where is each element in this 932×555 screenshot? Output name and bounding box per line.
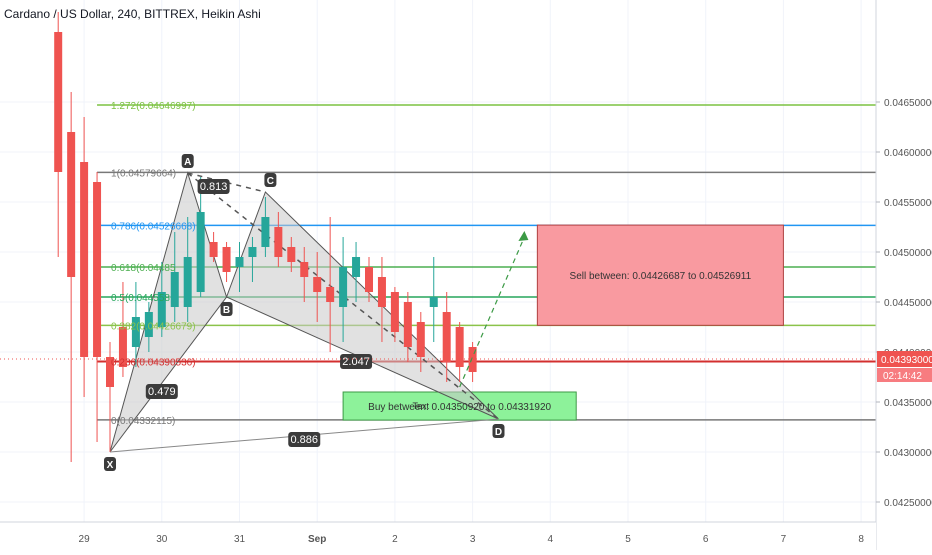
y-axis-tick-label: 0.04300000 (884, 448, 932, 459)
fib-label-fib_05: 0.5(0.044558 (111, 293, 170, 304)
x-axis-tick-label: 31 (234, 534, 246, 545)
pattern-point-label-B: B (223, 305, 230, 316)
pattern-point-badge (181, 154, 194, 168)
y-axis-tick-label: 0.04450000 (884, 298, 932, 309)
pattern-point-badge (220, 302, 233, 316)
candle-body (339, 267, 348, 307)
x-axis-tick-label: 7 (781, 534, 787, 545)
zone-sell (536, 224, 784, 326)
candle-body (170, 272, 179, 307)
candle-body (183, 257, 192, 307)
y-axis-tick-label: 0.04350000 (884, 398, 932, 409)
pattern-point-label-A: A (184, 157, 191, 168)
ratio-badge (288, 432, 321, 447)
candle-body (209, 242, 218, 257)
current-price-badge (877, 351, 932, 367)
countdown-label: 02:14:42 (883, 371, 922, 382)
candle-body (455, 327, 464, 367)
candle-body (377, 277, 386, 307)
candle-body (144, 312, 153, 337)
ratio-badge (340, 354, 373, 369)
ratio-label: 0.813 (200, 181, 228, 193)
y-axis-tick-label: 0.04650000 (884, 98, 932, 109)
fib-label-fib_0382: 0.382(0.04426679) (111, 321, 196, 332)
candle-body (442, 312, 451, 362)
candle-body (416, 322, 425, 357)
current-price-label: 0.04393000 (881, 355, 932, 366)
y-axis-panel (876, 0, 932, 550)
ratio-badge (197, 179, 230, 194)
candle-body (313, 277, 322, 292)
countdown-badge (877, 368, 932, 382)
ratio-label: 0.479 (148, 386, 176, 398)
pattern-point-badge (492, 424, 505, 438)
fib-label-fib_1272: 1.272(0.04646997) (111, 101, 196, 112)
x-axis-tick-label: Sep (308, 534, 326, 545)
candle-body (131, 317, 140, 347)
zone-label-buy: Buy between: 0.04350920 to 0.04331920 (368, 402, 551, 413)
pattern-point-badge (264, 173, 277, 187)
candle-body (326, 287, 335, 302)
y-axis-tick-label: 0.04550000 (884, 198, 932, 209)
candle-body (106, 357, 114, 387)
x-axis-tick-label: 4 (548, 534, 554, 545)
candle-body (274, 227, 283, 257)
candle-body (352, 257, 361, 277)
x-axis-tick-label: 3 (470, 534, 476, 545)
candle-body (118, 327, 127, 367)
candle-body (365, 267, 373, 292)
pattern-point-badge (104, 457, 116, 471)
pattern-triangle-xab (109, 171, 228, 453)
candle-body (222, 247, 231, 272)
ratio-label: 2.047 (342, 356, 370, 368)
pattern-point-label-C: C (267, 176, 274, 187)
candle-body (80, 162, 89, 357)
pattern-point-label-D: D (495, 427, 502, 438)
y-axis-tick-label: 0.04250000 (884, 498, 932, 509)
zone-label-sell: Sell between: 0.04426687 to 0.04526911 (570, 271, 752, 282)
x-axis-tick-label: 6 (703, 534, 709, 545)
candle-body (67, 132, 76, 277)
candle-body (248, 247, 257, 257)
fib-label-fib_0618: 0.618(0.04485 (111, 263, 176, 274)
candle-body (403, 302, 412, 347)
fib-label-fib_0786: 0.786(0.04526668) (111, 221, 196, 232)
candle-body (261, 217, 270, 247)
candle-body (300, 262, 309, 277)
candle-body (235, 257, 244, 267)
x-axis-tick-label: 2 (392, 534, 398, 545)
candle-body (157, 292, 166, 327)
candle-body (196, 212, 205, 292)
pattern-point-label-X: X (107, 460, 114, 471)
text-note: Text (413, 401, 430, 411)
y-axis-tick-label: 0.04600000 (884, 148, 932, 159)
x-axis-tick-label: 29 (79, 534, 91, 545)
pattern-line-ac (187, 172, 266, 193)
candle-body (390, 292, 399, 332)
x-axis-tick-label: 30 (156, 534, 168, 545)
x-axis-panel (0, 522, 876, 550)
ratio-label: 0.886 (290, 434, 318, 446)
target-arrow-head (518, 231, 529, 241)
fib-label-fib_1: 1(0.04579664) (111, 168, 176, 179)
ratio-badge (145, 384, 178, 399)
candle-body (93, 182, 102, 357)
candle-body (429, 297, 438, 307)
candle-body (287, 247, 296, 262)
fib-label-fib_0236: 0.236(0.04390536) (111, 357, 196, 368)
x-axis-tick-label: 5 (625, 534, 631, 545)
target-arrow-line (459, 236, 525, 388)
chart-title: Cardano / US Dollar, 240, BITTREX, Heiki… (4, 7, 261, 21)
y-axis-tick-label: 0.04500000 (884, 248, 932, 259)
fib-label-fib_0: 0(0.04332115) (111, 416, 175, 427)
candle-body (54, 32, 63, 172)
x-axis-tick-label: 8 (858, 534, 864, 545)
